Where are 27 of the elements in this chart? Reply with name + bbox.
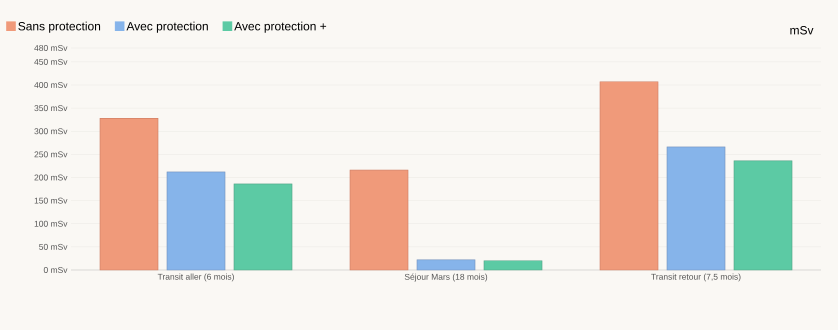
y-tick-label: 400 mSv — [34, 82, 68, 88]
y-tick-label: 450 mSv — [34, 58, 68, 65]
bar — [484, 260, 542, 270]
y-tick-label: 100 mSv — [34, 220, 68, 227]
bar — [234, 184, 292, 270]
bar — [166, 172, 226, 270]
bar — [416, 260, 476, 270]
bar — [100, 118, 158, 270]
y-tick-label: 350 mSv — [34, 105, 68, 112]
y-tick-label: 200 mSv — [34, 174, 68, 180]
bar — [350, 170, 408, 270]
y-tick-label: 0 mSv — [44, 267, 68, 273]
legend-label: Sans protection — [18, 22, 100, 33]
bar — [666, 146, 726, 270]
x-tick-label: Transit retour (7,5 mois) — [651, 274, 740, 282]
x-tick-label: Transit aller (6 mois) — [158, 274, 234, 282]
x-tick-label: Séjour Mars (18 mois) — [404, 274, 488, 282]
y-tick-label: 480 mSv — [34, 45, 68, 51]
bar — [600, 81, 658, 270]
bar — [734, 160, 792, 270]
y-tick-label: 50 mSv — [39, 244, 68, 250]
text: mSv — [790, 26, 814, 34]
legend-label: Avec protection — [126, 22, 208, 33]
y-tick-label: 250 mSv — [34, 151, 68, 158]
legend-label: Avec protection + — [234, 22, 326, 33]
y-tick-label: 300 mSv — [34, 128, 68, 134]
y-tick-label: 150 mSv — [34, 198, 68, 204]
